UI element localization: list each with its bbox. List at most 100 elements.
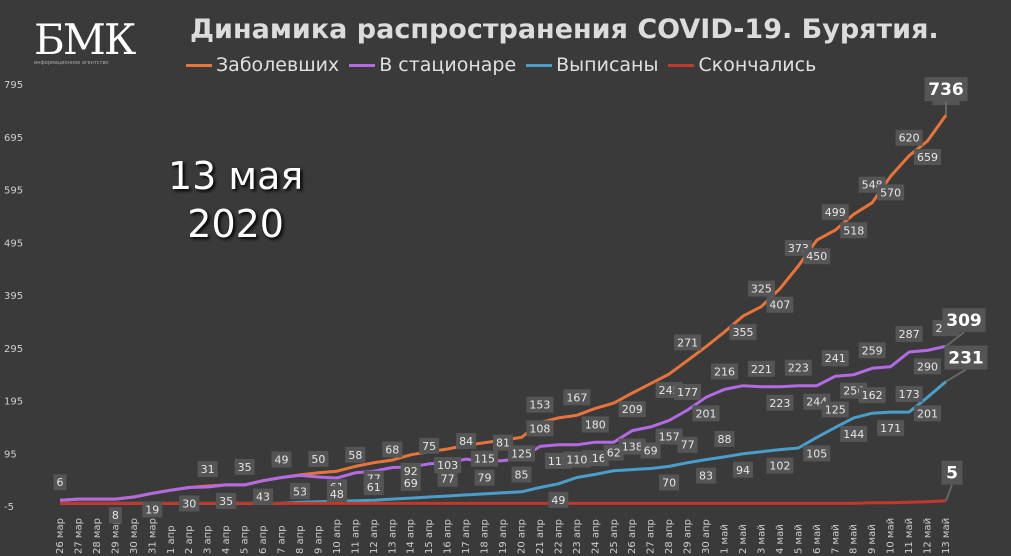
logo-mark: БМК: [34, 15, 136, 64]
data-label: 216: [714, 365, 735, 378]
y-tick-label: 95: [4, 449, 17, 460]
callout-leader: [945, 368, 967, 383]
data-label: 223: [788, 362, 809, 375]
data-label-box: [640, 442, 661, 459]
date-note-day: 13 мая: [168, 154, 304, 198]
data-label-box: [345, 446, 366, 463]
data-label: 69: [404, 477, 418, 490]
x-tick-label: 20 апр: [516, 519, 527, 554]
y-tick-label: 395: [4, 291, 23, 302]
x-tick-label: 29 апр: [683, 519, 694, 554]
legend-swatch: [668, 63, 695, 67]
data-label-box: [363, 479, 384, 496]
x-tick-label: 2 апр: [184, 525, 195, 554]
data-label-box: [858, 387, 886, 404]
final-value-label: 5: [946, 464, 958, 484]
data-label-box: [747, 360, 775, 377]
data-label: 620: [899, 132, 920, 145]
x-tick-label: 4 апр: [221, 525, 232, 554]
x-tick-label: 5 май: [793, 524, 804, 554]
x-tick-label: 8 май: [849, 524, 860, 554]
data-label-box: [766, 457, 794, 474]
x-tick-label: 22 апр: [553, 519, 564, 554]
final-value-box: [944, 345, 988, 370]
data-label: 6: [57, 476, 64, 489]
data-label: 31: [201, 463, 215, 476]
data-label: 88: [718, 433, 732, 446]
data-label-box: [803, 445, 831, 462]
data-label-box: [821, 204, 849, 221]
data-label: 167: [566, 391, 587, 404]
data-label-box: [271, 451, 292, 468]
data-label-box: [382, 441, 403, 458]
x-tick-label: 28 мар: [92, 518, 103, 554]
data-label-box: [253, 488, 274, 505]
data-label-box: [493, 434, 513, 451]
data-label: 83: [699, 470, 713, 483]
data-label-box: [563, 389, 591, 406]
data-label: 138: [622, 441, 643, 454]
data-label-box: [618, 438, 646, 455]
logo-tagline: информационное агентство: [34, 60, 109, 66]
x-tick-label: 19 апр: [498, 519, 509, 554]
data-label-box: [437, 470, 458, 487]
x-tick-label: 28 апр: [664, 519, 675, 554]
data-label-box: [400, 474, 421, 491]
data-label: 499: [825, 206, 846, 219]
x-tick-label: 7 май: [830, 524, 841, 554]
x-tick-label: 12 апр: [369, 519, 380, 554]
data-label-box: [179, 495, 200, 512]
y-tick-label: 195: [4, 397, 23, 408]
data-label: 75: [422, 440, 436, 453]
data-label: 19: [145, 503, 159, 516]
data-label: 77: [681, 439, 695, 452]
x-tick-label: 16 апр: [443, 519, 454, 554]
data-label-box: [659, 474, 680, 491]
x-tick-label: 31 мар: [147, 518, 158, 554]
data-label: 62: [607, 447, 621, 460]
data-label-box: [877, 420, 905, 437]
data-label: 177: [677, 386, 698, 399]
data-label: 115: [474, 453, 495, 466]
x-tick-label: 24 апр: [590, 519, 601, 554]
legend-label: В стационаре: [379, 54, 517, 76]
data-label-box: [766, 296, 794, 313]
data-label-box: [803, 248, 831, 265]
x-tick-label: 15 апр: [424, 519, 435, 554]
data-label-box: [326, 486, 347, 503]
y-tick-label: 795: [4, 80, 23, 91]
legend-swatch: [526, 63, 553, 67]
data-label: 50: [311, 453, 325, 466]
data-label-box: [108, 507, 122, 524]
data-label-box: [674, 334, 702, 351]
data-label: 58: [348, 449, 362, 462]
legend-swatch: [349, 63, 376, 67]
x-tick-label: 18 апр: [480, 519, 491, 554]
data-label: 49: [551, 494, 565, 507]
data-label: 241: [825, 352, 846, 365]
data-label-box: [419, 437, 440, 454]
chart-title: Динамика распространения COVID-19. Бурят…: [190, 14, 939, 45]
legend-swatch: [186, 63, 212, 67]
data-label: 325: [751, 283, 772, 296]
data-label-box: [474, 469, 495, 486]
data-label: 171: [880, 422, 901, 435]
x-tick-label: 9 май: [867, 524, 878, 554]
data-label: 35: [238, 461, 252, 474]
data-label-box: [732, 461, 753, 478]
data-label: 61: [367, 481, 381, 494]
data-label-box: [895, 129, 923, 146]
callout-leader: [945, 484, 953, 502]
data-label: 259: [862, 344, 883, 357]
legend-item: В стационаре: [349, 54, 516, 76]
legend-label: Заболевших: [216, 54, 340, 76]
chart-legend: Заболевших В стационаре Выписаны Скончались: [186, 54, 816, 76]
data-label-box: [692, 405, 720, 422]
x-tick-label: 6 апр: [258, 525, 269, 554]
data-label: 92: [404, 465, 418, 478]
data-label-box: [914, 358, 942, 375]
data-label-box: [840, 425, 868, 442]
date-note-year: 2020: [187, 202, 284, 246]
x-tick-label: 13 май: [941, 518, 952, 554]
